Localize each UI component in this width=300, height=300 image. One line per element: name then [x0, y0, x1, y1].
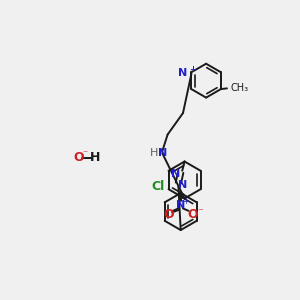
Text: N: N: [172, 169, 181, 179]
Text: N: N: [178, 68, 188, 78]
Text: N: N: [158, 148, 167, 158]
Text: ⁻: ⁻: [82, 149, 87, 159]
Text: O: O: [188, 208, 198, 221]
Text: N: N: [176, 200, 185, 210]
Text: H: H: [90, 151, 101, 164]
Text: H: H: [150, 148, 158, 158]
Text: CH₃: CH₃: [230, 82, 248, 93]
Text: N: N: [178, 180, 188, 190]
Text: Cl: Cl: [151, 180, 164, 193]
Text: ⁻: ⁻: [197, 207, 203, 217]
Text: +: +: [182, 197, 189, 206]
Text: +: +: [189, 64, 196, 74]
Text: O: O: [163, 208, 174, 221]
Text: O: O: [73, 151, 84, 164]
